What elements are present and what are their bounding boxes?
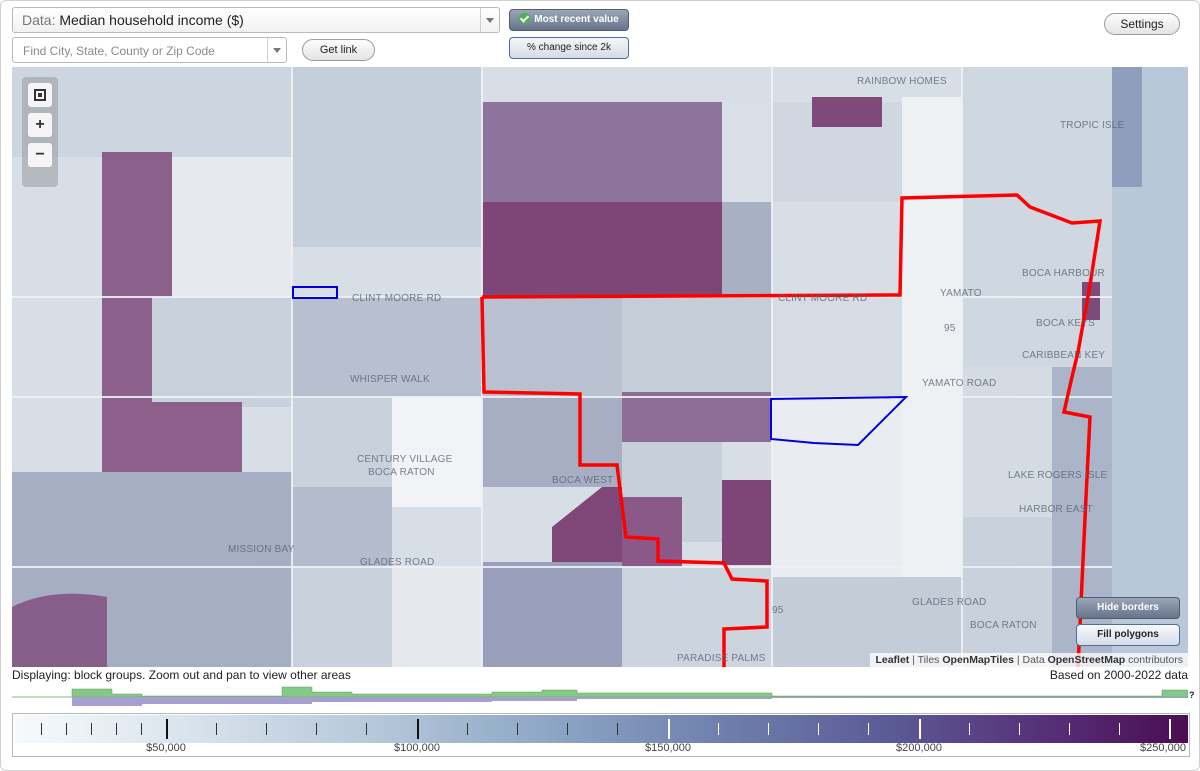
map-label: 95 — [772, 605, 784, 616]
check-icon — [519, 13, 531, 24]
map-label: RAINBOW HOMES — [857, 76, 947, 87]
legend-label: $250,000 — [1140, 742, 1186, 754]
fullscreen-icon — [34, 89, 46, 101]
data-select[interactable]: Data: Median household income ($) — [12, 7, 500, 33]
map-label: YAMATO ROAD — [922, 378, 997, 389]
map-label: PARADISE PALMS — [677, 653, 766, 664]
map-label: GLADES ROAD — [912, 597, 987, 608]
help-icon[interactable]: ? — [1189, 690, 1195, 700]
most-recent-label: Most recent value — [534, 14, 619, 25]
color-legend: $50,000 $100,000 $150,000 $200,000 $250,… — [12, 713, 1190, 757]
map-label: TROPIC ISLE — [1060, 120, 1125, 131]
map-label: GLADES ROAD — [360, 557, 435, 568]
map-label: BOCA RATON — [368, 467, 435, 478]
pct-change-button[interactable]: % change since 2k — [509, 37, 629, 59]
data-select-prefix: Data: — [22, 12, 56, 28]
fill-polygons-button[interactable]: Fill polygons — [1076, 624, 1180, 646]
get-link-button[interactable]: Get link — [302, 39, 375, 61]
legend-label: $200,000 — [896, 742, 942, 754]
map-canvas[interactable]: RAINBOW HOMES TROPIC ISLE BOCA HARBOUR B… — [12, 67, 1188, 667]
search-input[interactable] — [21, 39, 265, 63]
hide-borders-button[interactable]: Hide borders — [1076, 597, 1180, 619]
chevron-down-icon[interactable] — [267, 38, 286, 62]
tiles-prefix: Tiles — [917, 654, 940, 666]
distribution-histogram — [12, 686, 1188, 706]
legend-label: $150,000 — [645, 742, 691, 754]
fit-bounds-button[interactable] — [28, 83, 52, 107]
openmaptiles-link[interactable]: OpenMapTiles — [942, 654, 1014, 666]
most-recent-value-button[interactable]: Most recent value — [509, 9, 629, 31]
map-attribution: Leaflet | Tiles OpenMapTiles | Data Open… — [870, 653, 1188, 667]
displaying-status: Displaying: block groups. Zoom out and p… — [12, 668, 351, 682]
map-label: CLINT MOORE RD — [778, 293, 868, 304]
map-label: BOCA WEST — [552, 475, 614, 486]
map-label: YAMATO — [940, 288, 982, 299]
map-label: CLINT MOORE RD — [352, 293, 442, 304]
settings-button[interactable]: Settings — [1104, 13, 1180, 35]
data-prefix: Data — [1022, 654, 1045, 666]
map-label: BOCA KEYS — [1036, 318, 1096, 329]
choropleth-layer[interactable] — [12, 67, 1188, 667]
zoom-control: + − — [22, 77, 58, 187]
map-label: 95 — [944, 323, 956, 334]
map-label: WHISPER WALK — [350, 374, 430, 385]
location-search[interactable] — [12, 37, 287, 63]
map-label: HARBOR EAST — [1019, 504, 1093, 515]
data-years-status: Based on 2000-2022 data — [1049, 668, 1188, 682]
map-label: MISSION BAY — [228, 544, 295, 555]
data-select-value: Median household income ($) — [59, 12, 244, 28]
contributors-text: contributors — [1128, 654, 1183, 666]
zoom-in-button[interactable]: + — [28, 113, 52, 137]
map-label: BOCA RATON — [970, 620, 1037, 631]
map-label: CENTURY VILLAGE — [357, 454, 453, 465]
chevron-down-icon[interactable] — [480, 8, 499, 32]
map-label: LAKE ROGERS ISLE — [1008, 470, 1108, 481]
map-label: BOCA HARBOUR — [1022, 268, 1105, 279]
zoom-out-button[interactable]: − — [28, 143, 52, 167]
legend-label: $50,000 — [146, 742, 186, 754]
map-label: CARIBBEAN KEY — [1022, 350, 1106, 361]
leaflet-link[interactable]: Leaflet — [875, 654, 910, 666]
legend-gradient — [14, 715, 1188, 743]
openstreetmap-link[interactable]: OpenStreetMap — [1047, 654, 1126, 666]
legend-label: $100,000 — [394, 742, 440, 754]
